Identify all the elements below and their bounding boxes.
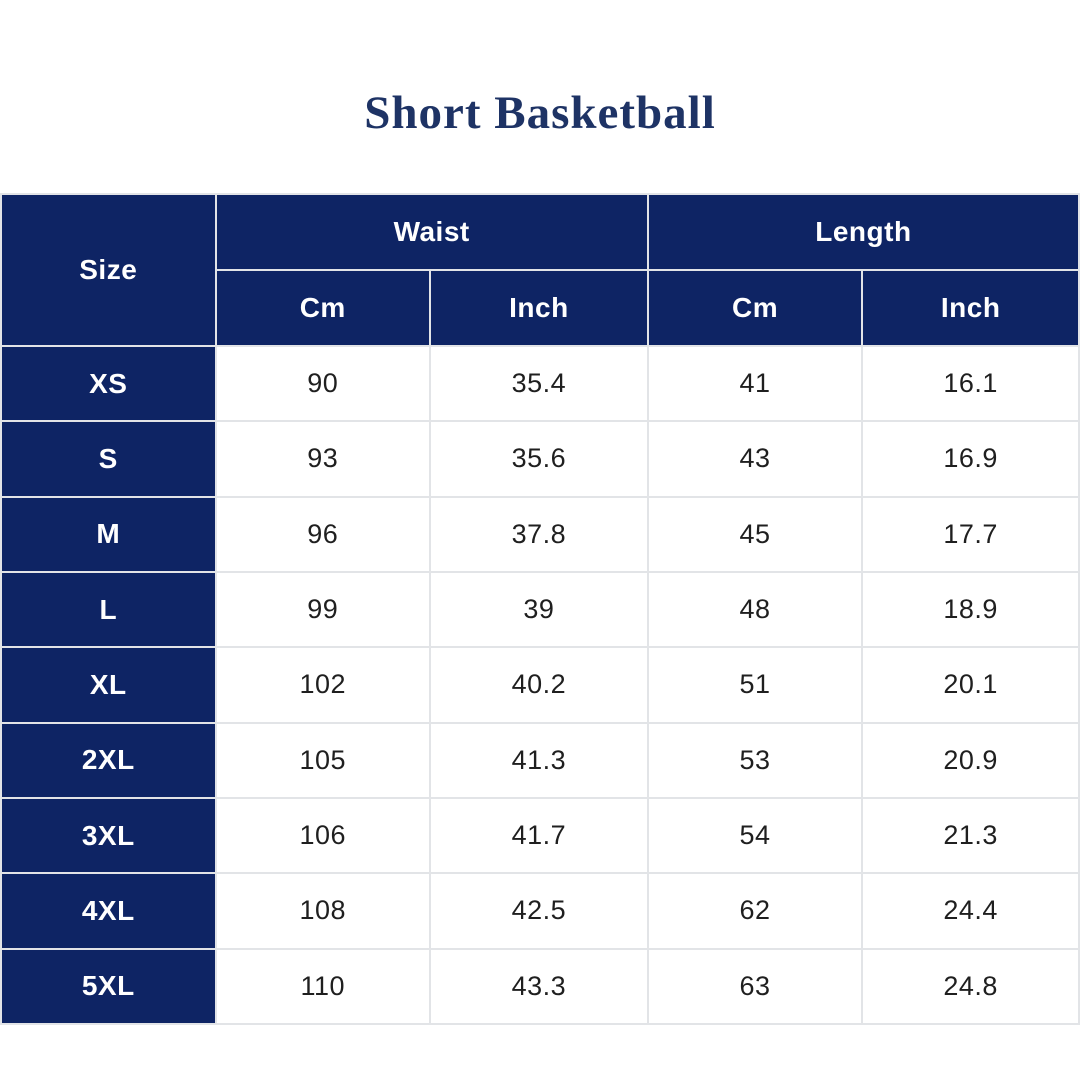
length-inch-value: 20.9	[861, 721, 1080, 799]
waist-cm-value: 99	[214, 570, 432, 649]
size-label: 3XL	[0, 796, 217, 875]
waist-inch-value: 41.3	[429, 721, 649, 799]
header-length-inch: Inch	[861, 269, 1080, 347]
size-label: XL	[0, 646, 217, 724]
length-inch-value: 20.1	[861, 646, 1080, 724]
length-cm-value: 45	[646, 495, 864, 573]
table-row-xs: XS 90 35.4 41 16.1	[0, 344, 1080, 423]
header-waist-inch: Inch	[429, 269, 649, 347]
size-label: XS	[0, 344, 217, 423]
length-inch-value: 24.8	[861, 947, 1080, 1026]
waist-cm-value: 102	[214, 646, 432, 724]
header-waist-cm: Cm	[214, 269, 432, 347]
length-cm-value: 63	[646, 947, 864, 1026]
header-unit-row: Cm Inch Cm Inch	[1, 269, 1080, 347]
header-waist: Waist	[214, 193, 649, 271]
waist-inch-value: 40.2	[429, 646, 649, 724]
waist-inch-value: 39	[429, 570, 649, 649]
length-cm-value: 53	[646, 721, 864, 799]
length-cm-value: 41	[646, 344, 864, 423]
waist-inch-value: 42.5	[429, 872, 649, 950]
waist-cm-value: 93	[214, 420, 432, 498]
table-row-3xl: 3XL 106 41.7 54 21.3	[0, 796, 1080, 875]
table-row-5xl: 5XL 110 43.3 63 24.8	[0, 947, 1080, 1026]
waist-cm-value: 105	[214, 721, 432, 799]
table-row-2xl: 2XL 105 41.3 53 20.9	[0, 721, 1080, 799]
header-length: Length	[646, 193, 1080, 271]
length-inch-value: 18.9	[861, 570, 1080, 649]
waist-cm-value: 110	[214, 947, 432, 1026]
size-label: L	[0, 570, 217, 649]
size-chart-table: Size Waist Length Cm Inch Cm Inch XS 90 …	[0, 193, 1080, 1026]
header-size: Size	[0, 193, 217, 347]
header-length-cm: Cm	[646, 269, 864, 347]
size-label: 2XL	[0, 721, 217, 799]
waist-cm-value: 96	[214, 495, 432, 573]
size-label: 5XL	[0, 947, 217, 1026]
waist-inch-value: 37.8	[429, 495, 649, 573]
size-label: 4XL	[0, 872, 217, 950]
length-inch-value: 16.9	[861, 420, 1080, 498]
table-row-4xl: 4XL 108 42.5 62 24.4	[0, 872, 1080, 950]
length-cm-value: 54	[646, 796, 864, 875]
waist-inch-value: 43.3	[429, 947, 649, 1026]
table-row-l: L 99 39 48 18.9	[0, 570, 1080, 649]
waist-inch-value: 35.6	[429, 420, 649, 498]
waist-inch-value: 35.4	[429, 344, 649, 423]
header-group-row: Size Waist Length	[0, 193, 1080, 347]
table-header: Size Waist Length Cm Inch Cm Inch	[0, 193, 1080, 347]
length-inch-value: 17.7	[861, 495, 1080, 573]
table-body: XS 90 35.4 41 16.1 S 93 35.6 43 16.9 M 9…	[0, 344, 1080, 1026]
length-cm-value: 51	[646, 646, 864, 724]
waist-inch-value: 41.7	[429, 796, 649, 875]
length-cm-value: 62	[646, 872, 864, 950]
waist-cm-value: 108	[214, 872, 432, 950]
length-inch-value: 16.1	[861, 344, 1080, 423]
length-cm-value: 48	[646, 570, 864, 649]
length-inch-value: 21.3	[861, 796, 1080, 875]
waist-cm-value: 106	[214, 796, 432, 875]
size-label: M	[0, 495, 217, 573]
table-row-xl: XL 102 40.2 51 20.1	[0, 646, 1080, 724]
table-row-m: M 96 37.8 45 17.7	[0, 495, 1080, 573]
page-title: Short Basketball	[364, 87, 716, 139]
table-row-s: S 93 35.6 43 16.9	[0, 420, 1080, 498]
length-cm-value: 43	[646, 420, 864, 498]
length-inch-value: 24.4	[861, 872, 1080, 950]
size-label: S	[0, 420, 217, 498]
waist-cm-value: 90	[214, 344, 432, 423]
